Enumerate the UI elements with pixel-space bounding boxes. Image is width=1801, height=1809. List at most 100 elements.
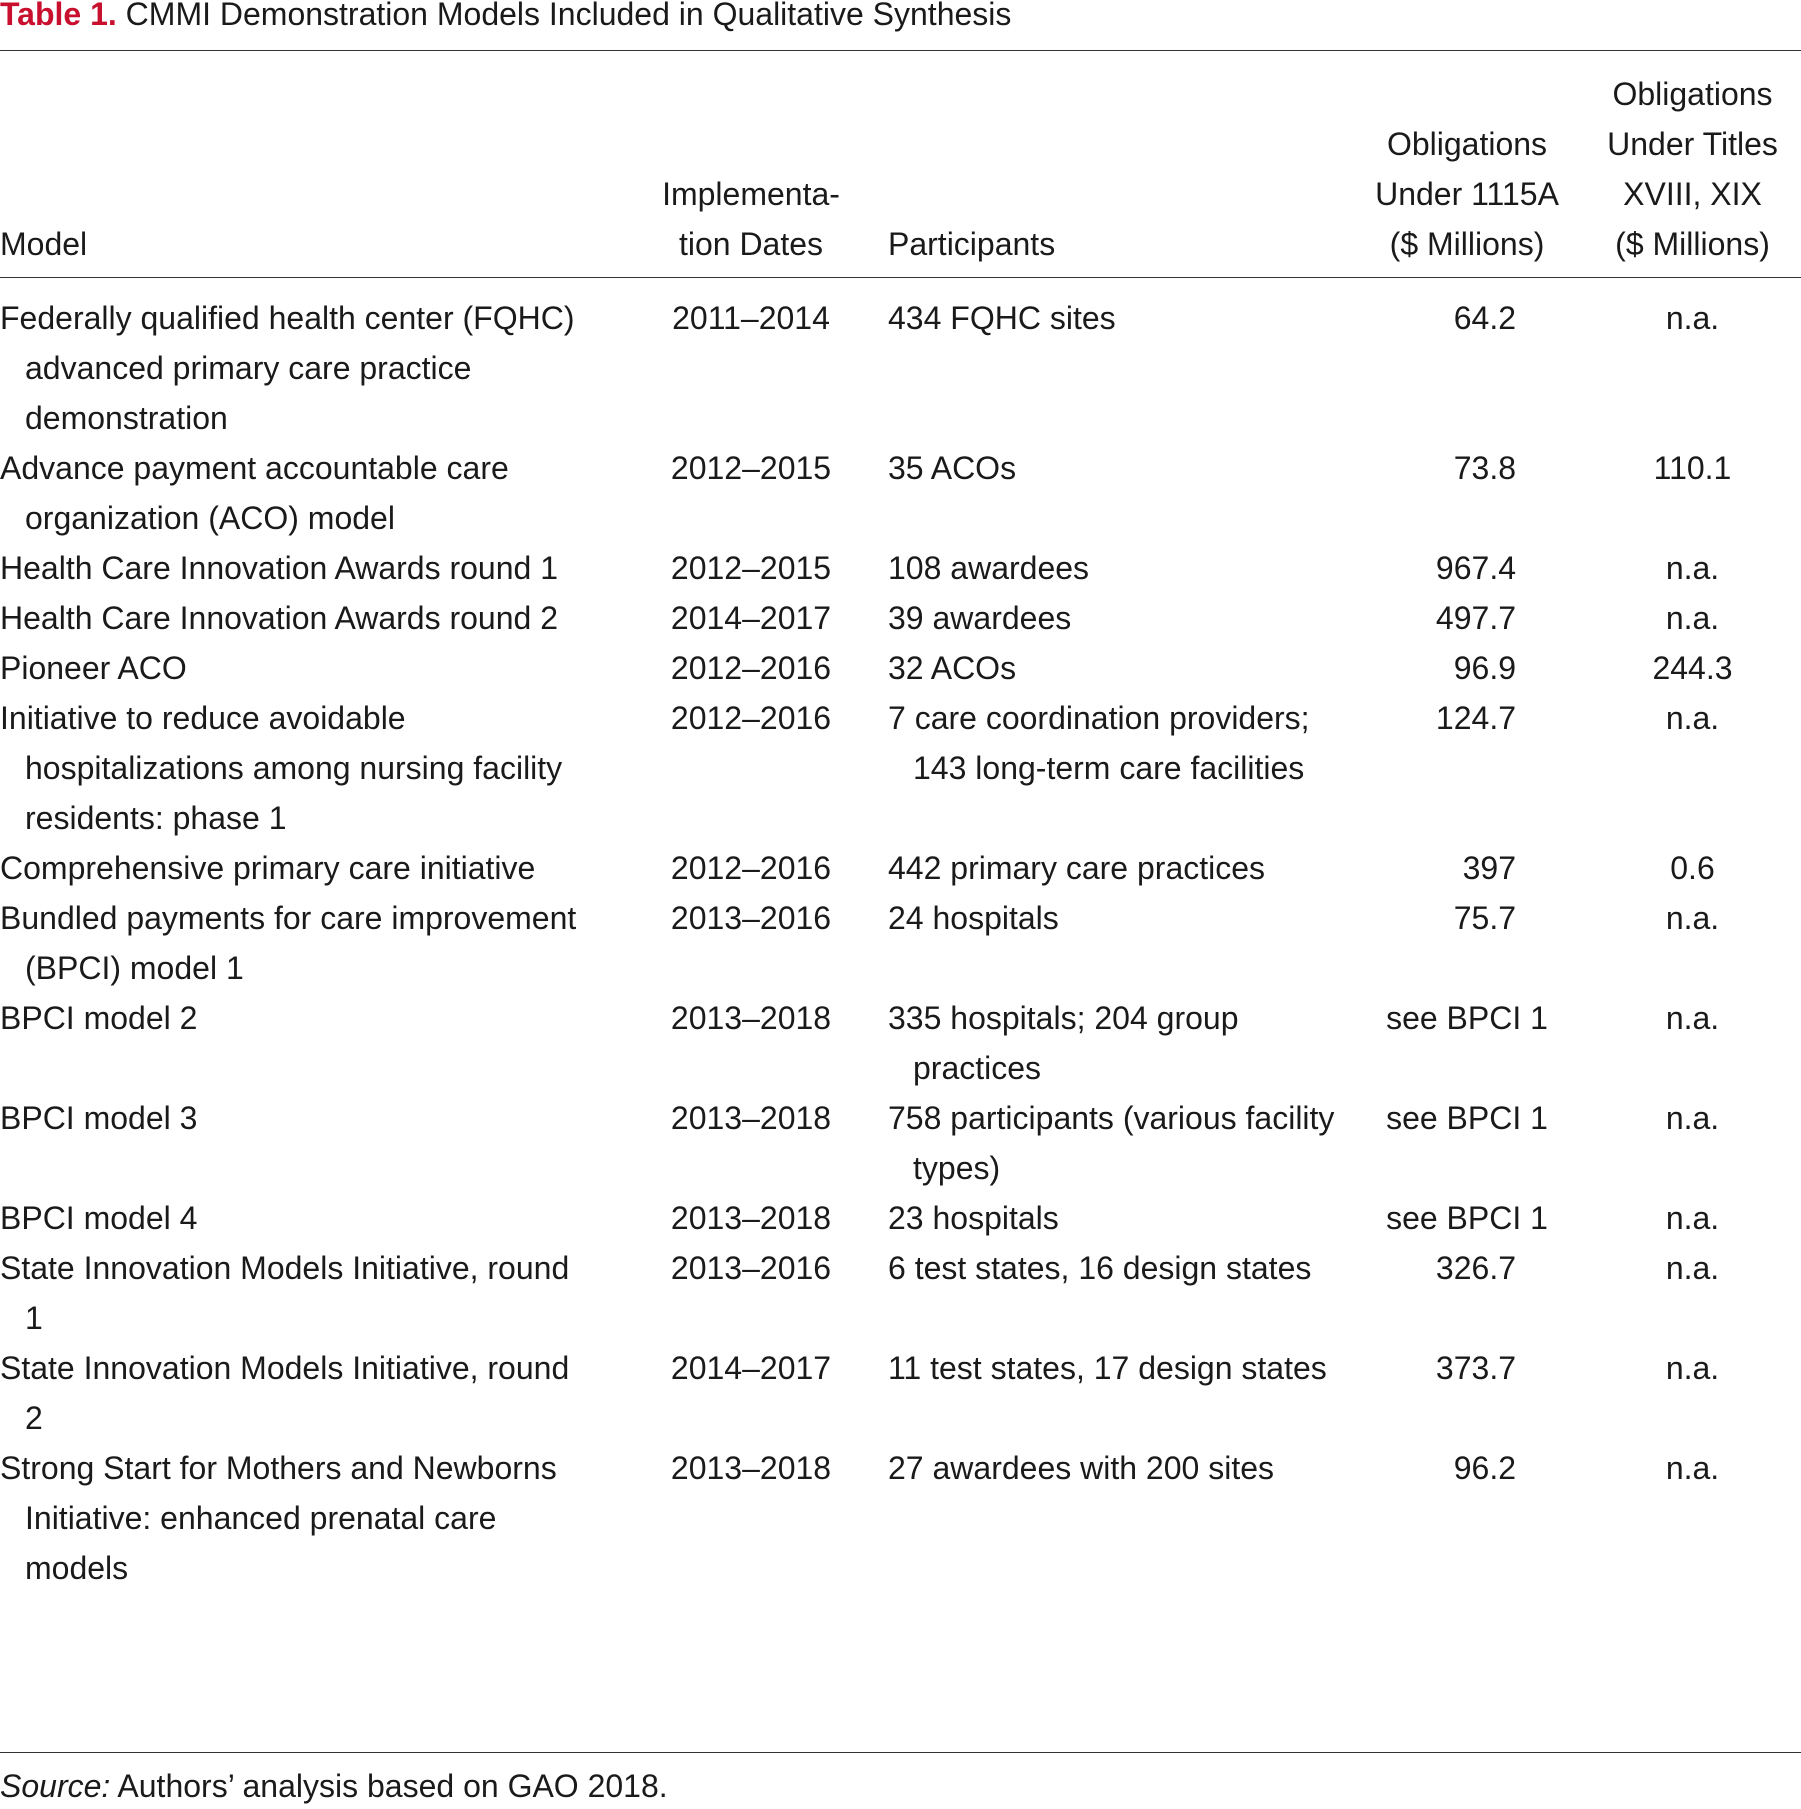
dates-cell: 2014–2017 (670, 600, 832, 636)
obligations-1115a-cell: see BPCI 1 (1386, 1000, 1548, 1036)
participants-cell: 27 awardees with 200 sites (888, 1450, 1274, 1486)
obligations-titles-cell: 110.1 (1653, 450, 1732, 486)
dates-cell: 2013–2018 (670, 1450, 832, 1486)
participants-cell: 11 test states, 17 design states (888, 1350, 1327, 1386)
obligations-titles-cell: n.a. (1665, 1000, 1720, 1036)
header-model: Model (0, 226, 88, 262)
dates-cell: 2013–2018 (670, 1100, 832, 1136)
participants-cell: 23 hospitals (888, 1200, 1059, 1236)
table-row: Advance payment accountable care organiz… (0, 443, 1801, 543)
obligations-1115a-cell: 96.2 (1453, 1450, 1516, 1486)
obligations-1115a-cell: 397 (1462, 850, 1516, 886)
table-caption: Table 1. CMMI Demonstration Models Inclu… (0, 0, 1011, 36)
table-row: State Innovation Models Initiative, roun… (0, 1343, 1801, 1443)
model-cell: State Innovation Models Initiative, roun… (0, 1250, 570, 1336)
dates-cell: 2014–2017 (670, 1350, 832, 1386)
obligations-titles-cell: n.a. (1665, 700, 1720, 736)
table-row: BPCI model 4 2013–2018 23 hospitals see BPC… (0, 1193, 1801, 1243)
obligations-1115a-cell: see BPCI 1 (1386, 1200, 1548, 1236)
obligations-1115a-cell: 373.7 (1435, 1350, 1516, 1386)
header-rule (0, 277, 1801, 278)
dates-cell: 2013–2018 (670, 1200, 832, 1236)
model-cell: Health Care Innovation Awards round 1 (0, 550, 558, 586)
participants-cell: 7 care coordination providers; 143 long-… (888, 700, 1310, 786)
table-row: Federally qualified health center (FQHC)… (0, 277, 1801, 443)
table-row: Initiative to reduce avoidable hospitali… (0, 693, 1801, 843)
obligations-titles-cell: n.a. (1665, 1100, 1720, 1136)
model-cell: Federally qualified health center (FQHC)… (0, 300, 575, 436)
obligations-1115a-cell: 73.8 (1453, 450, 1516, 486)
table-header: Model Implementa- tion Dates Participant… (0, 53, 1801, 277)
obligations-titles-cell: n.a. (1665, 1200, 1720, 1236)
participants-cell: 6 test states, 16 design states (888, 1250, 1312, 1286)
source-label: Source: (0, 1768, 111, 1804)
header-implementation-dates: Implementa- tion Dates (662, 176, 840, 262)
source-text: Authors’ analysis based on GAO 2018. (110, 1768, 668, 1804)
participants-cell: 434 FQHC sites (888, 300, 1116, 336)
participants-cell: 32 ACOs (888, 650, 1017, 686)
participants-cell: 108 awardees (888, 550, 1090, 586)
model-cell: Strong Start for Mothers and Newborns In… (0, 1450, 557, 1586)
model-cell: Bundled payments for care improvement (B… (0, 900, 577, 986)
dates-cell: 2012–2015 (670, 450, 832, 486)
table-caption-text: CMMI Demonstration Models Included in Qu… (116, 0, 1012, 32)
obligations-1115a-cell: 64.2 (1453, 300, 1516, 336)
dates-cell: 2013–2018 (670, 1000, 832, 1036)
table-row: Pioneer ACO 2012–2016 32 ACOs 96.9 244.3 (0, 643, 1801, 693)
participants-cell: 39 awardees (888, 600, 1072, 636)
table-row: BPCI model 3 2013–2018 758 participants (v… (0, 1093, 1801, 1193)
dates-cell: 2012–2016 (670, 850, 832, 886)
model-cell: BPCI model 2 (0, 1000, 198, 1036)
dates-cell: 2013–2016 (670, 900, 832, 936)
obligations-titles-cell: 244.3 (1652, 650, 1733, 686)
models-table: Model Implementa- tion Dates Participant… (0, 53, 1801, 1593)
dates-cell: 2012–2016 (670, 700, 832, 736)
model-cell: Initiative to reduce avoidable hospitali… (0, 700, 563, 836)
dates-cell: 2011–2014 (672, 300, 830, 336)
dates-cell: 2013–2016 (670, 1250, 832, 1286)
table-row: BPCI model 2 2013–2018 335 hospitals; 204 … (0, 993, 1801, 1093)
table-row: State Innovation Models Initiative, roun… (0, 1243, 1801, 1343)
obligations-1115a-cell: 75.7 (1453, 900, 1516, 936)
table-row: Strong Start for Mothers and Newborns In… (0, 1443, 1801, 1593)
obligations-1115a-cell: 967.4 (1435, 550, 1516, 586)
obligations-titles-cell: n.a. (1665, 550, 1720, 586)
participants-cell: 335 hospitals; 204 group practices (888, 1000, 1239, 1086)
top-rule (0, 50, 1801, 51)
participants-cell: 35 ACOs (888, 450, 1017, 486)
table-row: Health Care Innovation Awards round 1 201… (0, 543, 1801, 593)
obligations-1115a-cell: 326.7 (1435, 1250, 1516, 1286)
obligations-titles-cell: n.a. (1665, 300, 1720, 336)
obligations-titles-cell: n.a. (1665, 600, 1720, 636)
obligations-titles-cell: n.a. (1665, 900, 1720, 936)
obligations-titles-cell: n.a. (1665, 1450, 1720, 1486)
model-cell: BPCI model 4 (0, 1200, 198, 1236)
obligations-titles-cell: n.a. (1665, 1250, 1720, 1286)
obligations-1115a-cell: 96.9 (1453, 650, 1516, 686)
participants-cell: 24 hospitals (888, 900, 1059, 936)
model-cell: Pioneer ACO (0, 650, 187, 686)
obligations-1115a-cell: 497.7 (1435, 600, 1516, 636)
table-row: Comprehensive primary care initiative 201… (0, 843, 1801, 893)
table-body: Federally qualified health center (FQHC)… (0, 277, 1801, 1593)
header-obligations-1115a: Obligations Under 1115A ($ Millions) (1375, 126, 1559, 262)
dates-cell: 2012–2016 (670, 650, 832, 686)
model-cell: State Innovation Models Initiative, roun… (0, 1350, 570, 1436)
dates-cell: 2012–2015 (670, 550, 832, 586)
obligations-1115a-cell: 124.7 (1435, 700, 1516, 736)
obligations-titles-cell: n.a. (1665, 1350, 1720, 1386)
source-note: Source: Authors’ analysis based on GAO 2… (0, 1764, 668, 1808)
table-caption-label: Table 1. (0, 0, 117, 32)
table-row: Bundled payments for care improvement (B… (0, 893, 1801, 993)
model-cell: Health Care Innovation Awards round 2 (0, 600, 558, 636)
participants-cell: 442 primary care practices (888, 850, 1266, 886)
header-row: Model Implementa- tion Dates Participant… (0, 53, 1801, 277)
header-obligations-titles: Obligations Under Titles XVIII, XIX ($ M… (1607, 76, 1778, 262)
bottom-rule (0, 1752, 1801, 1753)
model-cell: BPCI model 3 (0, 1100, 198, 1136)
obligations-titles-cell: 0.6 (1670, 850, 1715, 886)
model-cell: Advance payment accountable care organiz… (0, 450, 509, 536)
obligations-1115a-cell: see BPCI 1 (1386, 1100, 1548, 1136)
participants-cell: 758 participants (various facility types… (888, 1100, 1335, 1186)
